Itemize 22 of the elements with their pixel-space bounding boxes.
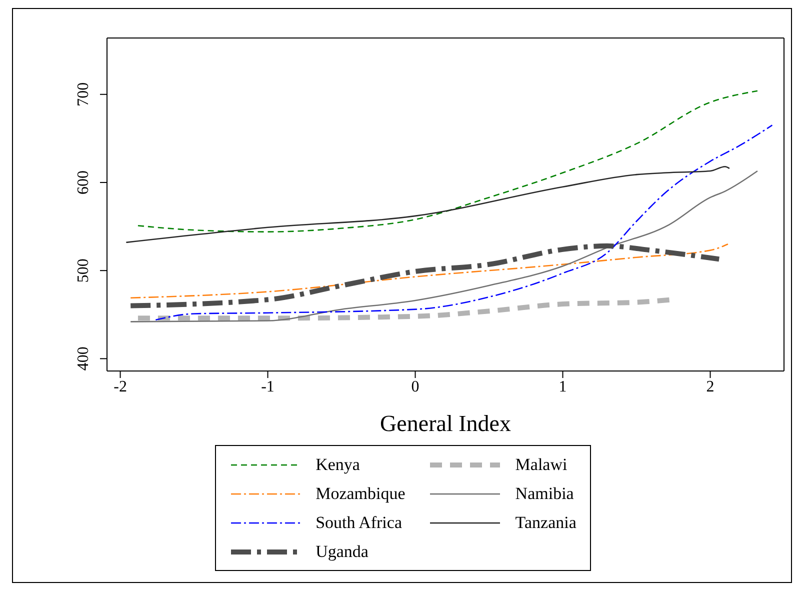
y-tick-label: 600 [75, 170, 92, 194]
legend-label: Namibia [515, 484, 574, 504]
legend-label: South Africa [316, 512, 402, 532]
legend-label: Mozambique [316, 484, 406, 504]
line-series [126, 166, 730, 244]
line-series [155, 124, 773, 321]
line-series [130, 243, 729, 299]
y-tick-label: 500 [75, 258, 92, 283]
line-series [130, 170, 758, 322]
x-tick-label: -2 [114, 378, 127, 396]
legend-label: Uganda [316, 542, 368, 562]
line-series [137, 90, 758, 232]
legend-label: Malawi [515, 454, 568, 474]
legend-label: Kenya [316, 454, 360, 474]
x-tick-label: -1 [261, 378, 274, 396]
x-axis-title: General Index [380, 411, 512, 436]
legend-label: Tanzania [515, 512, 576, 532]
x-tick-label: 1 [558, 378, 567, 396]
x-tick-label: 0 [411, 378, 420, 396]
x-tick-label: 2 [706, 378, 714, 396]
y-tick-label: 400 [75, 346, 92, 371]
y-tick-label: 700 [75, 82, 92, 106]
